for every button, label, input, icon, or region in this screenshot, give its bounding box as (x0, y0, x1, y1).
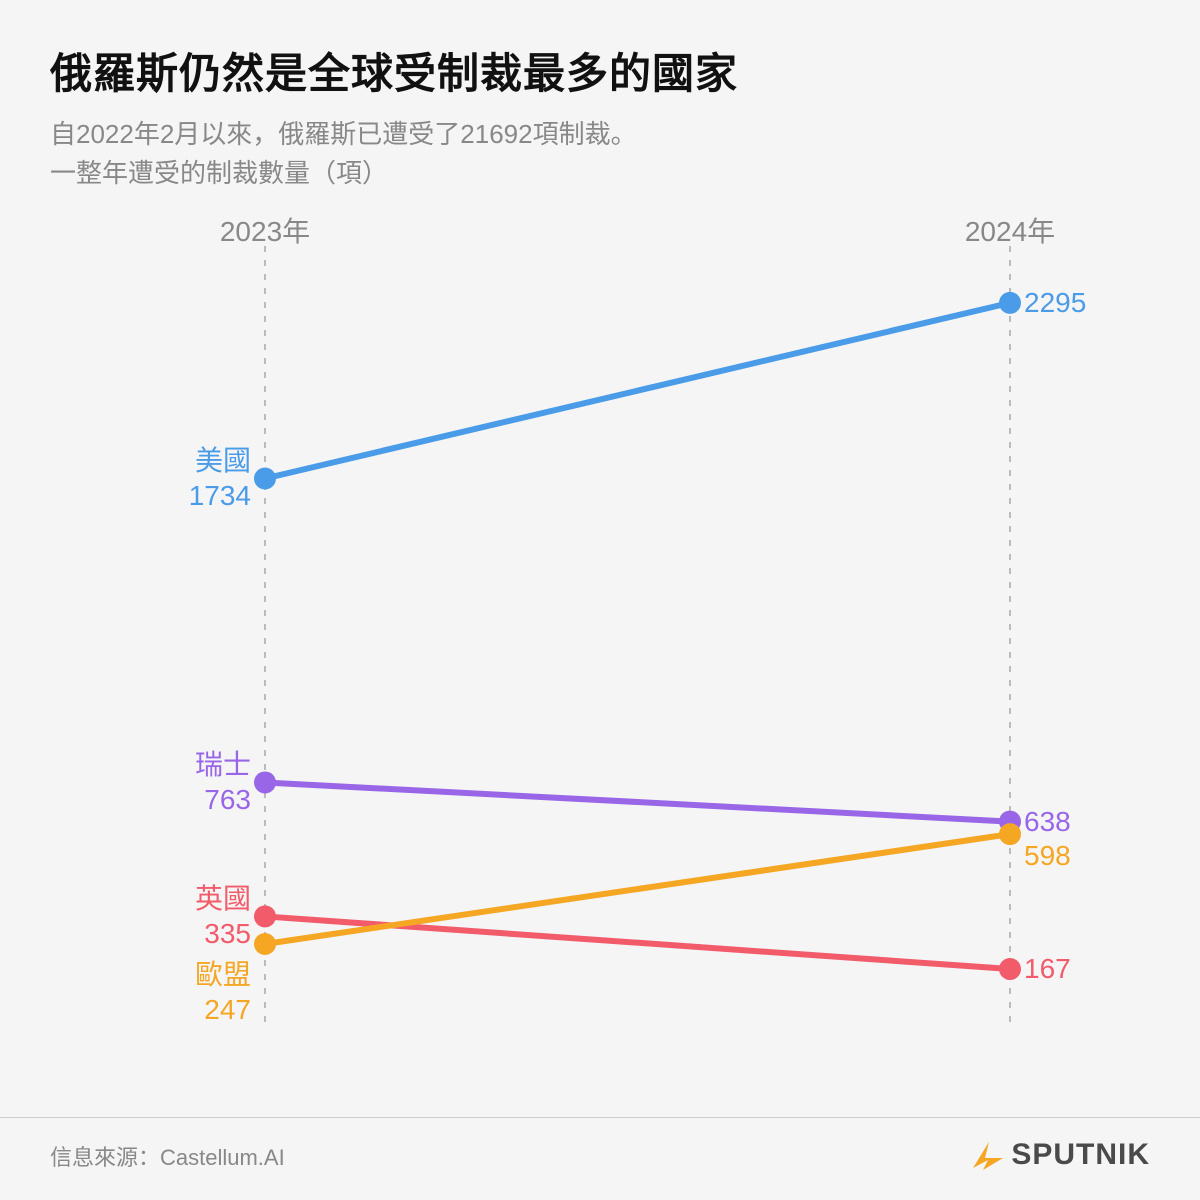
series-value-2023-eu: 247 (204, 994, 251, 1025)
series-name-usa: 美國 (195, 445, 251, 476)
series-label-left-eu: 歐盟 247 (195, 957, 265, 1027)
series-name-uk: 英國 (195, 883, 251, 914)
slope-chart: 2023年 2024年美國 1734 瑞士 763 英國 335 歐盟 247 2295 63859… (0, 210, 1200, 1080)
series-label-left-uk: 英國 335 (195, 881, 265, 951)
series-value-2024-eu: 598 (1010, 840, 1071, 872)
sputnik-logo: SPUTNIK (971, 1138, 1150, 1172)
series-name-switzerland: 瑞士 (195, 749, 251, 780)
source-text: 信息來源：Castellum.AI (50, 1140, 285, 1172)
chart-svg (0, 210, 1200, 1080)
series-line-usa (265, 303, 1010, 479)
series-label-left-switzerland: 瑞士 763 (195, 747, 265, 817)
subtitle-line-1: 自2022年2月以來，俄羅斯已遭受了21692項制裁。 (50, 119, 637, 149)
footer: 信息來源：Castellum.AI SPUTNIK (0, 1117, 1200, 1200)
chart-title: 俄羅斯仍然是全球受制裁最多的國家 (50, 40, 1150, 101)
year-label-2023: 2023年 (220, 210, 310, 250)
series-value-2023-usa: 1734 (189, 480, 251, 511)
subtitle-line-2: 一整年遭受的制裁數量（項） (50, 158, 388, 188)
chart-subtitle: 自2022年2月以來，俄羅斯已遭受了21692項制裁。 一整年遭受的制裁數量（項… (50, 115, 1150, 193)
header: 俄羅斯仍然是全球受制裁最多的國家 自2022年2月以來，俄羅斯已遭受了21692… (0, 0, 1200, 203)
sputnik-logo-icon (971, 1138, 1005, 1172)
series-value-2023-uk: 335 (204, 918, 251, 949)
series-value-2024-uk: 167 (1010, 953, 1071, 985)
year-label-2024: 2024年 (965, 210, 1055, 250)
series-line-eu (265, 834, 1010, 944)
series-value-2024-usa: 2295 (1010, 287, 1086, 319)
series-value-2023-switzerland: 763 (204, 784, 251, 815)
sputnik-logo-text: SPUTNIK (1011, 1138, 1150, 1172)
series-name-eu: 歐盟 (195, 959, 251, 990)
series-line-uk (265, 916, 1010, 969)
series-value-2024-switzerland: 638 (1010, 806, 1071, 838)
series-label-left-usa: 美國 1734 (189, 443, 265, 513)
series-line-switzerland (265, 782, 1010, 821)
